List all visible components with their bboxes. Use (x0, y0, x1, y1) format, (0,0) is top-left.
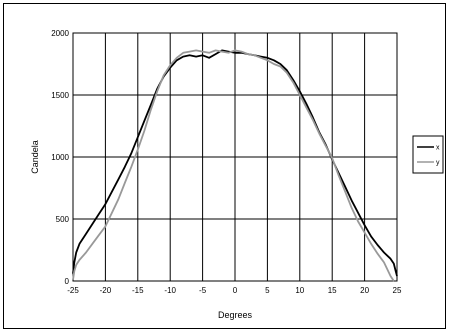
x-tick-label: 25 (393, 286, 402, 295)
plot-area (72, 32, 398, 282)
y-tick-labels: 0 500 1000 1500 2000 (51, 29, 69, 286)
series-line-y (72, 49, 395, 282)
x-tick-label: -15 (132, 286, 144, 295)
y-tick-label: 2000 (51, 29, 69, 38)
legend-label-y: y (436, 160, 440, 167)
y-tick-label: 0 (65, 277, 70, 286)
x-tick-label: 0 (233, 286, 238, 295)
legend-box (412, 135, 444, 174)
x-tick-label: 10 (295, 286, 304, 295)
x-tick-label: 15 (328, 286, 337, 295)
x-tick-labels: -25 -20 -15 -10 -5 0 5 10 15 20 25 (67, 286, 402, 295)
x-tick-label: -25 (67, 286, 79, 295)
x-tick-label: 20 (360, 286, 369, 295)
y-tick-label: 500 (56, 215, 70, 224)
series-line-x (72, 49, 398, 277)
x-tick-label: -10 (164, 286, 176, 295)
x-axis-label: Degrees (218, 310, 253, 320)
legend-label-x: x (436, 145, 440, 152)
x-tick-label: -5 (199, 286, 207, 295)
series-group (72, 49, 398, 282)
y-tick-label: 1000 (51, 153, 69, 162)
grid (72, 32, 398, 282)
legend: x y (412, 135, 444, 174)
y-axis-label: Candela (30, 140, 40, 174)
x-tick-label: 5 (265, 286, 270, 295)
chart-frame (3, 3, 446, 329)
x-tick-label: -20 (100, 286, 112, 295)
y-tick-label: 1500 (51, 91, 69, 100)
